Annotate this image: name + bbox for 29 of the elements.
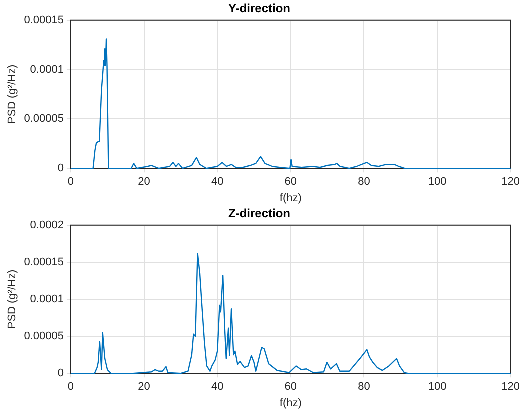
y-tick-label: 0 — [58, 162, 64, 175]
chart-title: Y-direction — [228, 2, 291, 16]
y-tick-label: 0.00005 — [24, 113, 64, 126]
x-axis-title: f(hz) — [280, 397, 302, 410]
y-axis-title: PSD (g²/Hz) — [6, 64, 19, 124]
x-tick-label: 60 — [284, 176, 298, 188]
x-tick-label: 100 — [428, 381, 447, 394]
y-tick-label: 0 — [58, 368, 64, 380]
y-tick-label: 0.00015 — [24, 256, 64, 268]
x-tick-label: 120 — [502, 176, 520, 188]
y-tick-label: 0.00015 — [24, 14, 64, 26]
x-tick-label: 80 — [358, 176, 370, 188]
x-tick-label: 40 — [211, 176, 224, 188]
x-tick-label: 80 — [358, 381, 370, 394]
y-tick-label: 0.0001 — [30, 64, 64, 76]
x-tick-label: 0 — [68, 176, 74, 188]
x-tick-label: 40 — [211, 381, 224, 394]
y-tick-label: 0.0001 — [30, 294, 64, 306]
x-tick-label: 20 — [138, 176, 150, 188]
x-tick-label: 20 — [138, 381, 150, 394]
y-axis-title: PSD (g²/Hz) — [6, 270, 19, 330]
x-tick-label: 60 — [284, 381, 298, 394]
y-tick-label: 0.0002 — [30, 219, 64, 232]
x-tick-label: 120 — [502, 381, 520, 394]
x-axis-title: f(hz) — [280, 192, 302, 204]
x-tick-label: 100 — [428, 176, 447, 188]
x-tick-label: 0 — [68, 381, 74, 394]
y-tick-label: 0.00005 — [24, 330, 64, 343]
chart-title: Z-direction — [228, 206, 290, 221]
